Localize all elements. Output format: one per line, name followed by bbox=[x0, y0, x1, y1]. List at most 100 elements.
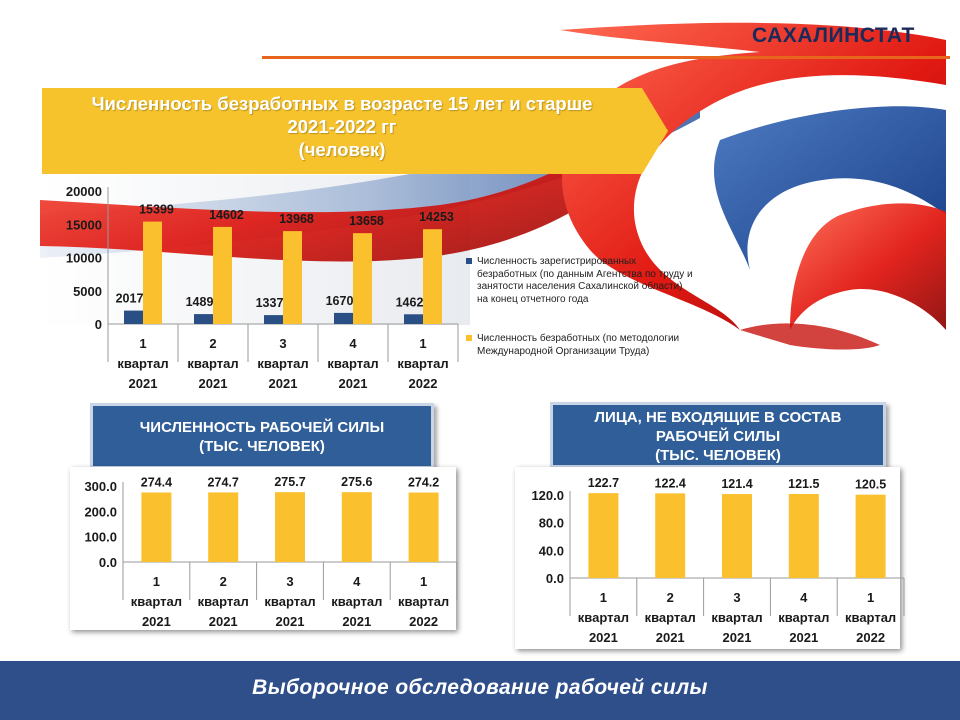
y-tick-label: 5000 bbox=[73, 284, 102, 299]
bar bbox=[341, 492, 372, 562]
y-tick-label: 0.0 bbox=[546, 571, 564, 586]
data-label-ilo: 13658 bbox=[349, 214, 384, 228]
bar-registered bbox=[264, 315, 283, 324]
bar-ilo bbox=[143, 221, 162, 324]
x-category-label: 4 bbox=[353, 574, 361, 589]
data-label-ilo: 13968 bbox=[279, 212, 314, 226]
x-category-label: квартал bbox=[198, 594, 249, 609]
x-category-label: 2021 bbox=[339, 376, 368, 391]
x-category-label: 1 bbox=[139, 336, 146, 351]
not-in-labor-title-line2: РАБОЧЕЙ СИЛЫ bbox=[655, 428, 781, 445]
bar bbox=[275, 492, 305, 562]
y-tick-label: 200.0 bbox=[84, 504, 117, 519]
x-category-label: квартал bbox=[578, 610, 629, 625]
chart-title: Численность безработных в возрасте 15 ле… bbox=[42, 92, 642, 161]
x-category-label: квартал bbox=[711, 610, 762, 625]
chart-title-line1: Численность безработных в возрасте 15 ле… bbox=[91, 93, 593, 114]
y-tick-label: 80.0 bbox=[539, 516, 564, 531]
x-category-label: квартал bbox=[398, 594, 449, 609]
legend-item-ilo: Численность безработных (по методологии … bbox=[466, 333, 696, 358]
x-category-label: 2 bbox=[667, 590, 674, 605]
x-category-label: 2021 bbox=[723, 630, 752, 645]
footer-bar bbox=[0, 661, 960, 720]
footer-title: Выборочное обследование рабочей силы bbox=[252, 676, 708, 699]
data-label: 274.7 bbox=[208, 475, 239, 489]
x-category-label: квартал bbox=[264, 594, 315, 609]
x-category-label: квартал bbox=[117, 356, 168, 371]
data-label: 121.5 bbox=[788, 477, 819, 491]
x-category-label: квартал bbox=[645, 610, 696, 625]
y-tick-label: 100.0 bbox=[84, 530, 117, 545]
x-category-label: 1 bbox=[153, 574, 160, 589]
bar-registered bbox=[194, 314, 213, 324]
not-in-labor-title-line1: ЛИЦА, НЕ ВХОДЯЩИЕ В СОСТАВ bbox=[594, 409, 842, 426]
data-label: 275.6 bbox=[341, 475, 372, 489]
bar bbox=[208, 492, 239, 562]
x-category-label: 2021 bbox=[269, 376, 298, 391]
x-category-label: 2021 bbox=[342, 614, 371, 629]
x-category-label: квартал bbox=[131, 594, 182, 609]
x-category-label: 2022 bbox=[409, 614, 438, 629]
bar bbox=[408, 492, 439, 562]
data-label-ilo: 15399 bbox=[139, 203, 174, 217]
data-label: 120.5 bbox=[855, 478, 886, 492]
x-category-label: 3 bbox=[733, 590, 740, 605]
x-category-label: 3 bbox=[286, 574, 293, 589]
chart-title-line3: (человек) bbox=[298, 139, 386, 160]
x-category-label: 2021 bbox=[199, 376, 228, 391]
x-category-label: 1 bbox=[419, 336, 426, 351]
x-category-label: 2 bbox=[209, 336, 216, 351]
bar-ilo bbox=[423, 229, 442, 324]
bar bbox=[655, 493, 686, 578]
data-label-ilo: 14253 bbox=[419, 210, 454, 224]
data-label: 274.4 bbox=[141, 475, 172, 489]
x-category-label: квартал bbox=[845, 610, 896, 625]
x-category-label: квартал bbox=[778, 610, 829, 625]
data-label-registered: 1337 bbox=[256, 296, 284, 310]
x-category-label: квартал bbox=[257, 356, 308, 371]
x-category-label: 2022 bbox=[409, 376, 438, 391]
x-category-label: 2021 bbox=[789, 630, 818, 645]
chart-title-line2: 2021-2022 гг bbox=[287, 116, 397, 137]
bar bbox=[141, 492, 172, 562]
x-category-label: 2021 bbox=[142, 614, 171, 629]
bar bbox=[588, 493, 619, 578]
bar-registered bbox=[334, 312, 353, 324]
legend-label-registered: Численность зарегистрированных безработн… bbox=[477, 256, 693, 305]
header-rule bbox=[262, 56, 950, 59]
x-category-label: 2021 bbox=[589, 630, 618, 645]
data-label: 122.4 bbox=[655, 476, 686, 490]
x-category-label: квартал bbox=[187, 356, 238, 371]
y-tick-label: 0.0 bbox=[99, 555, 117, 570]
x-category-label: 1 bbox=[420, 574, 427, 589]
bar-registered bbox=[124, 310, 143, 324]
x-category-label: квартал bbox=[327, 356, 378, 371]
y-tick-label: 300.0 bbox=[84, 479, 117, 494]
x-category-label: 1 bbox=[867, 590, 874, 605]
data-label-registered: 1670 bbox=[326, 294, 354, 308]
not-in-labor-force-panel bbox=[515, 467, 900, 649]
x-category-label: 1 bbox=[600, 590, 607, 605]
data-label: 274.2 bbox=[408, 476, 439, 490]
labor-force-panel bbox=[70, 467, 456, 630]
x-category-label: 3 bbox=[279, 336, 286, 351]
title-banner bbox=[42, 88, 668, 174]
data-label-registered: 1462 bbox=[396, 295, 424, 309]
data-label-ilo: 14602 bbox=[209, 208, 244, 222]
brand-title: САХАЛИНСТАТ bbox=[752, 24, 915, 47]
labor-force-title-line1: ЧИСЛЕННОСТЬ РАБОЧЕЙ СИЛЫ bbox=[139, 419, 385, 436]
x-category-label: 2022 bbox=[856, 630, 885, 645]
x-category-label: 2021 bbox=[209, 614, 238, 629]
y-tick-label: 40.0 bbox=[539, 543, 564, 558]
legend-label-ilo: Численность безработных (по методологии … bbox=[477, 333, 680, 357]
x-category-label: 4 bbox=[349, 336, 357, 351]
data-label: 122.7 bbox=[588, 476, 619, 490]
legend-item-registered: Численность зарегистрированных безработн… bbox=[466, 256, 696, 306]
data-label-registered: 2017 bbox=[116, 292, 144, 306]
x-category-label: 2021 bbox=[276, 614, 305, 629]
x-category-label: 2021 bbox=[656, 630, 685, 645]
bar-ilo bbox=[283, 231, 302, 324]
x-category-label: 4 bbox=[800, 590, 808, 605]
